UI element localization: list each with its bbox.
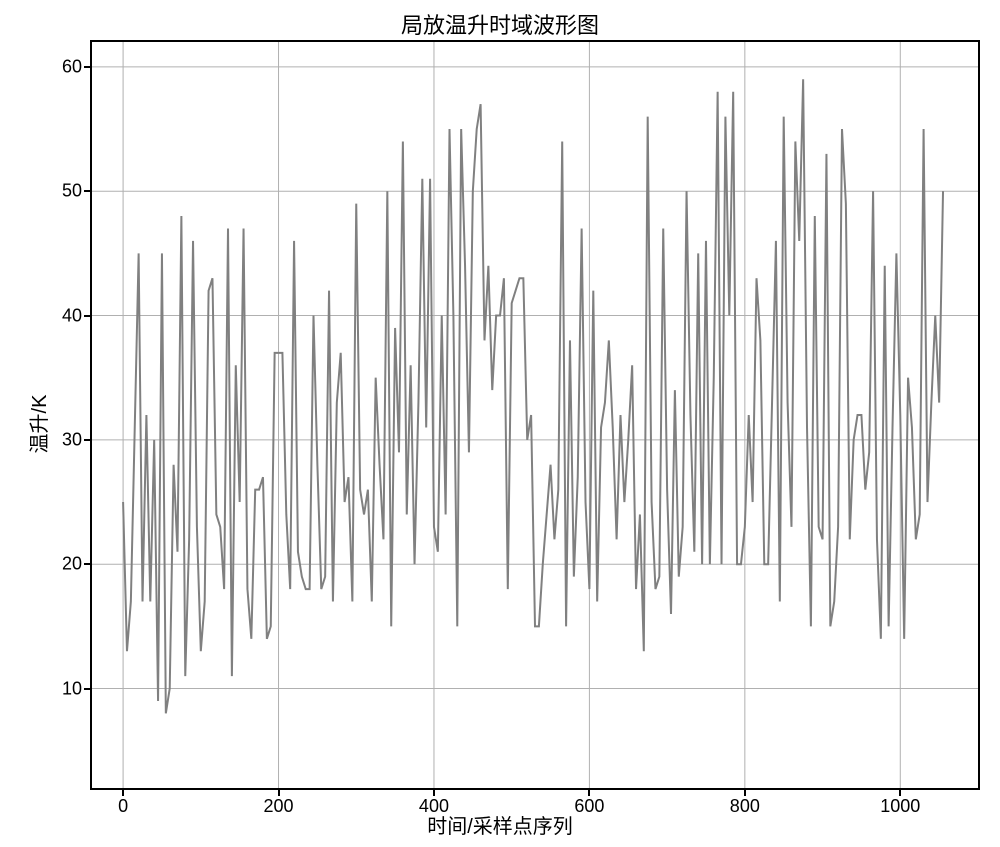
x-tick-label: 0 [118,796,128,817]
x-tick-mark [588,788,590,796]
x-tick-mark [899,788,901,796]
x-tick-label: 600 [574,796,604,817]
y-tick-label: 50 [62,181,82,202]
x-axis-label: 时间/采样点序列 [0,810,1000,839]
y-tick-mark [84,66,92,68]
plot-svg [92,42,978,788]
data-series-line [123,79,943,713]
y-tick-mark [84,688,92,690]
y-tick-mark [84,315,92,317]
y-tick-label: 10 [62,678,82,699]
x-tick-label: 1000 [880,796,920,817]
y-axis-label: 温升/K [23,394,52,453]
y-tick-mark [84,563,92,565]
y-tick-label: 60 [62,56,82,77]
x-tick-label: 800 [730,796,760,817]
y-tick-mark [84,439,92,441]
plot-area: 102030405060 02004006008001000 [90,40,980,790]
grid-lines [92,42,978,788]
x-tick-mark [122,788,124,796]
y-tick-label: 30 [62,429,82,450]
x-tick-mark [433,788,435,796]
chart-container: 局放温升时域波形图 温升/K 时间/采样点序列 102030405060 020… [0,0,1000,847]
x-tick-mark [744,788,746,796]
x-tick-mark [278,788,280,796]
x-tick-label: 200 [263,796,293,817]
chart-title: 局放温升时域波形图 [0,8,1000,40]
y-tick-label: 40 [62,305,82,326]
y-tick-mark [84,190,92,192]
x-tick-label: 400 [419,796,449,817]
y-tick-label: 20 [62,554,82,575]
